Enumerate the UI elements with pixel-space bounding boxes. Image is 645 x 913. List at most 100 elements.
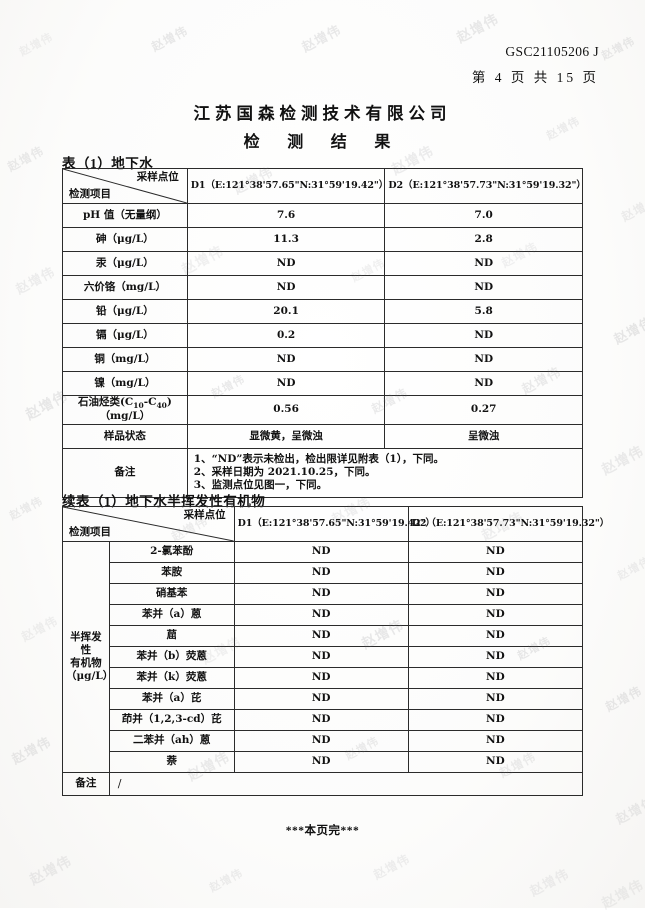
table1-remark-label: 备注 (62, 447, 188, 498)
row-value-d2: ND (407, 583, 584, 605)
row-value-d1: ND (233, 604, 409, 626)
row-value-d2: 7.0 (384, 203, 583, 228)
table2-group-label: 半挥发性 有机物 （μg/L） (62, 541, 114, 773)
table-row: 茚并（1,2,3-cd）芘 ND ND (63, 709, 584, 731)
row-value-d1: 显微黄，呈微浊 (186, 423, 386, 449)
row-value-d1: ND (233, 709, 409, 731)
row-value-d2: ND (384, 347, 583, 372)
row-item-name: 苯胺 (108, 562, 235, 584)
row-value-d1: 20.1 (186, 299, 386, 324)
row-value-d2: ND (407, 604, 584, 626)
table1-caption: 表（1）地下水 (62, 156, 154, 171)
row-value-d2: ND (384, 323, 583, 348)
row-value-d2: ND (384, 275, 583, 300)
row-value-d2: ND (407, 709, 584, 731)
row-value-d2: ND (407, 646, 584, 668)
row-item-name: 苯并（a）芘 (108, 688, 235, 710)
diagonal-divider-icon (63, 507, 234, 541)
page-end-marker: ***本页完*** (285, 825, 360, 837)
table2-sample-point-label: 采样点位 (183, 509, 226, 521)
row-value-d1: ND (233, 562, 409, 584)
table-row: 苯并（a）芘 ND ND (63, 688, 584, 710)
row-value-d1: 0.56 (186, 395, 386, 425)
table-row: 样品状态 显微黄，呈微浊 呈微浊 (62, 423, 583, 449)
table-row: 苯并（b）荧蒽 ND ND (63, 646, 584, 668)
row-item-name: pH 值（无量纲） (62, 203, 188, 228)
row-item-name: 2-氯苯酚 (108, 541, 235, 563)
table-row: pH 值（无量纲） 7.6 7.0 (62, 203, 583, 228)
row-value-d1: ND (233, 667, 409, 689)
table2-test-item-label: 检测项目 (69, 525, 111, 538)
row-value-d1: ND (233, 541, 409, 563)
table2-column-d2: D2（E:121°38'57.73"N:31°59'19.32"） (407, 506, 609, 542)
document-code: GSC21105206 J (505, 44, 599, 59)
table-row: 汞（μg/L） ND ND (62, 251, 583, 276)
group-label-line-1: 半挥发性 (70, 630, 102, 656)
table-row: 六价铬（mg/L） ND ND (62, 275, 583, 300)
table2-caption: 续表（1）地下水半挥发性有机物 (62, 494, 266, 509)
table1-column-d2: D2（E:121°38'57.73"N:31°59'19.32"） (384, 168, 586, 204)
row-value-d1: ND (233, 625, 409, 647)
diagonal-divider-icon (63, 169, 187, 203)
row-item-name-petroleum: 石油烃类(C10-C40)（mg/L） (62, 395, 188, 425)
table-row: 二苯并（ah）蒽 ND ND (63, 730, 584, 752)
table-row: 铅（μg/L） 20.1 5.8 (62, 299, 583, 324)
table-row: 半挥发性 有机物 （μg/L） 2-氯苯酚 ND ND (62, 541, 584, 773)
row-value-d1: 0.2 (186, 323, 386, 348)
remark-line-2: 2、采样日期为 2021.10.25，下同。 (193, 466, 376, 479)
table1-corner-cell: 采样点位 检测项目 (62, 168, 188, 204)
row-value-d1: ND (233, 688, 409, 710)
row-value-d2: 0.27 (384, 395, 583, 425)
row-item-name: 铜（mg/L） (62, 347, 188, 372)
row-item-name: 苯并（a）蒽 (108, 604, 235, 626)
row-value-d2: ND (407, 625, 584, 647)
row-item-name: 茚并（1,2,3-cd）芘 (108, 709, 235, 731)
table-row: 苯并（a）蒽 ND ND (63, 604, 584, 626)
row-value-d2: 2.8 (384, 227, 583, 252)
table1-remark-row: 备注 1、“ND”表示未检出，检出限详见附表（1），下同。 2、采样日期为 20… (62, 447, 584, 498)
row-value-d2: ND (384, 371, 583, 396)
row-value-d1: ND (233, 730, 409, 752)
row-item-name: 硝基苯 (108, 583, 235, 605)
row-value-d2: 5.8 (384, 299, 583, 324)
row-value-d2: ND (407, 688, 584, 710)
table-row: 苯并（k）荧蒽 ND ND (63, 667, 584, 689)
table1-remark-content: 1、“ND”表示未检出，检出限详见附表（1），下同。 2、采样日期为 2021.… (186, 447, 584, 498)
table-row: 苯胺 ND ND (63, 562, 584, 584)
row-value-d1: ND (233, 646, 409, 668)
table-row: 萘 ND ND (63, 751, 584, 773)
remark-line-1: 1、“ND”表示未检出，检出限详见附表（1），下同。 (193, 452, 444, 465)
row-value-d2: ND (407, 562, 584, 584)
table2-column-d1: D1（E:121°38'57.65"N:31°59'19.42"） (233, 506, 435, 542)
groundwater-results-table: 采样点位 检测项目 D1（E:121°38'57.65"N:31°59'19.4… (62, 168, 586, 498)
row-item-name: 汞（μg/L） (62, 251, 188, 276)
table-row: 镉（μg/L） 0.2 ND (62, 323, 583, 348)
table-row: 砷（μg/L） 11.3 2.8 (62, 227, 583, 252)
row-value-d2: ND (407, 751, 584, 773)
table2-header-row: 采样点位 检测项目 D1（E:121°38'57.65"N:31°59'19.4… (62, 506, 609, 542)
table2-corner-cell: 采样点位 检测项目 (62, 506, 235, 542)
row-value-d2: ND (384, 251, 583, 276)
table-row: 镍（mg/L） ND ND (62, 371, 583, 396)
table2-remark-row: 备注 / (62, 772, 584, 796)
row-item-name: 砷（μg/L） (62, 227, 188, 252)
table-row: 石油烃类(C10-C40)（mg/L） 0.56 0.27 (62, 395, 583, 425)
row-value-d2: 呈微浊 (384, 423, 583, 449)
row-item-name: 二苯并（ah）蒽 (108, 730, 235, 752)
row-value-d2: ND (407, 667, 584, 689)
report-title: 检 测 结 果 (243, 132, 402, 151)
row-value-d1: ND (186, 275, 386, 300)
row-value-d1: ND (186, 347, 386, 372)
table2-remark-content: / (108, 772, 584, 796)
page-number: 第 4 页 共 15 页 (471, 70, 599, 85)
row-item-name: 䓛 (108, 625, 235, 647)
row-item-name: 六价铬（mg/L） (62, 275, 188, 300)
row-item-name: 镉（μg/L） (62, 323, 188, 348)
table1-column-d1: D1（E:121°38'57.65"N:31°59'19.42"） (186, 168, 388, 204)
group-label-line-3: （μg/L） (66, 670, 114, 683)
row-item-name: 苯并（k）荧蒽 (108, 667, 235, 689)
row-item-name: 萘 (108, 751, 235, 773)
table2-remark-label: 备注 (62, 772, 110, 796)
semivolatile-organics-table: 采样点位 检测项目 D1（E:121°38'57.65"N:31°59'19.4… (62, 506, 609, 796)
group-label-line-2: 有机物 (70, 657, 102, 669)
